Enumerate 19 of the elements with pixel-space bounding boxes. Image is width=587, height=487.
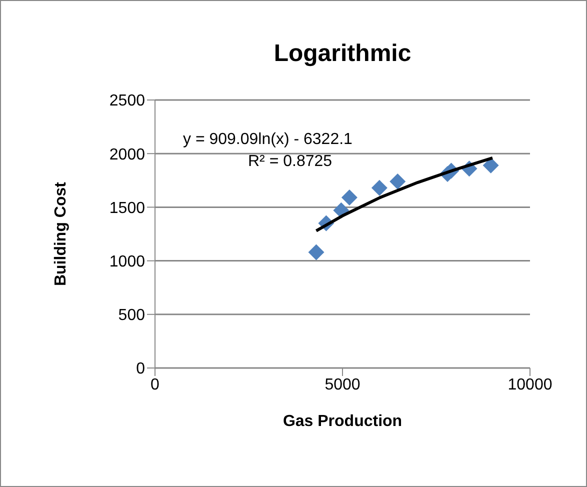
- y-tick-label: 1500: [109, 200, 146, 217]
- y-axis-title: Building Cost: [52, 181, 70, 286]
- x-axis-title: Gas Production: [282, 413, 402, 430]
- annotation: R² = 0.8725: [248, 153, 332, 171]
- y-tick-label: 2500: [109, 92, 146, 110]
- y-tick-label: 500: [118, 307, 146, 324]
- point: [371, 180, 388, 196]
- y-tick-label: 2000: [109, 146, 146, 164]
- point: [308, 244, 324, 260]
- annotation: y = 909.09ln(x) - 6322.1: [183, 131, 352, 149]
- y-tick-label: 1000: [109, 253, 146, 270]
- point: [482, 157, 499, 174]
- point: [390, 173, 406, 190]
- x-tick-label: 5000: [324, 376, 360, 394]
- y-tick-label: 0: [136, 360, 146, 378]
- chart-title: Logarithmic: [272, 40, 412, 68]
- x-tick-label: 10000: [508, 376, 552, 394]
- x-tick-label: 0: [150, 376, 160, 394]
- point: [341, 190, 358, 206]
